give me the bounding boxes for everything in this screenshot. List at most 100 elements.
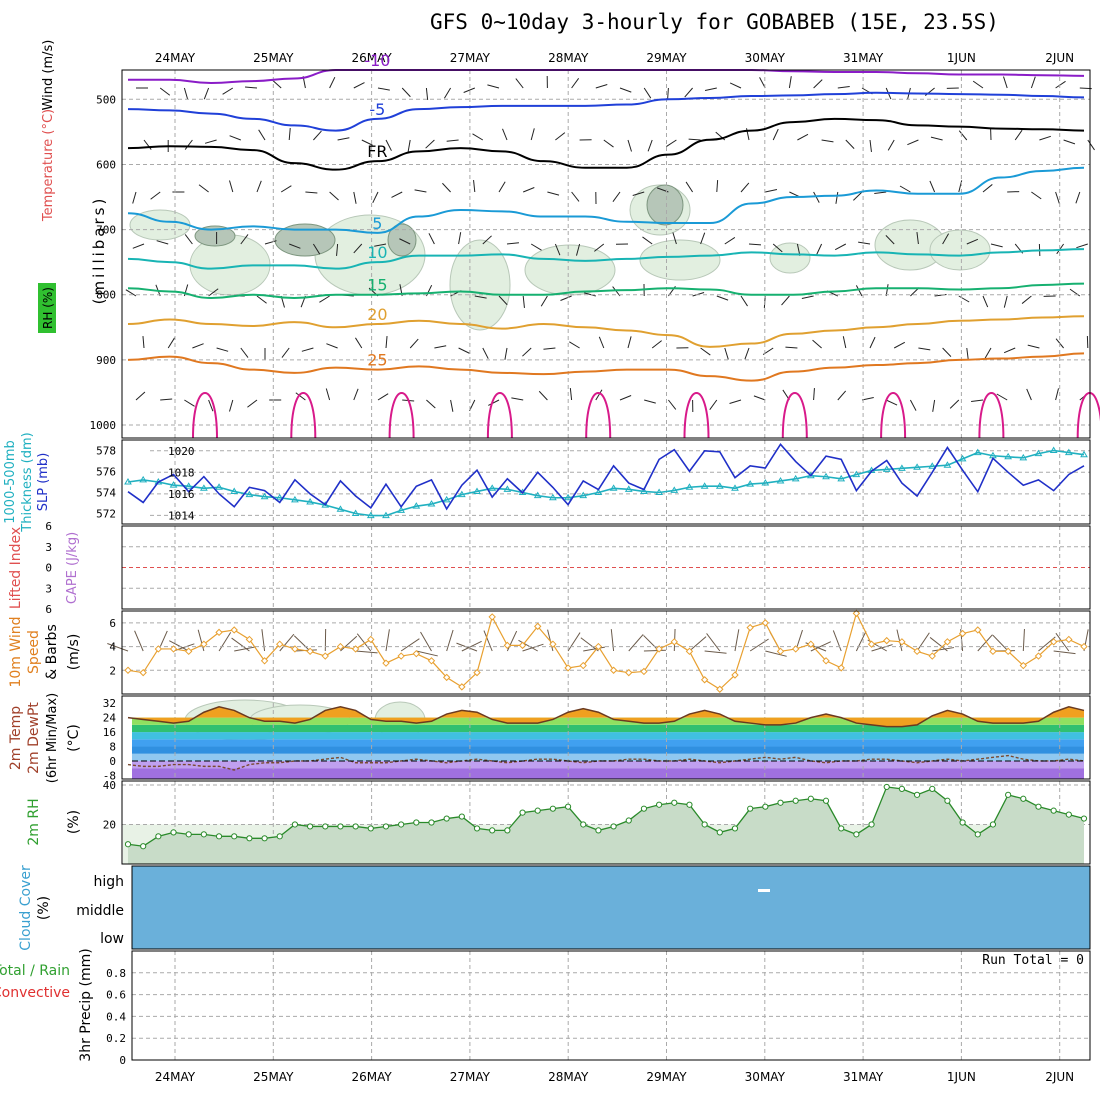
- wind-speed-point: [184, 647, 193, 656]
- panel-frame: [121, 610, 1091, 695]
- precip-tick: 0.8: [106, 967, 126, 980]
- wind-barb: [1030, 76, 1036, 89]
- temperature-color-band: [132, 717, 1084, 725]
- wind-barb: [899, 185, 911, 193]
- surface-wind-barb: [218, 632, 232, 652]
- thickness-line: [127, 449, 1085, 517]
- pressure-tick: 800: [96, 289, 116, 302]
- temperature-contour: [127, 315, 1085, 348]
- panel-axis-label: 2m Temp: [8, 706, 24, 770]
- rh-point: [731, 825, 739, 832]
- wind-barb: [385, 336, 388, 349]
- date-label-top: 31MAY: [843, 51, 884, 65]
- surface-wind-barb: [1053, 650, 1076, 655]
- wind-barb: [668, 399, 677, 410]
- temperature-color-band: [132, 739, 1084, 747]
- wind-barb: [644, 399, 656, 404]
- surface-wind-barb: [293, 635, 311, 652]
- wind-barb: [1055, 80, 1066, 89]
- wind-barb: [724, 237, 736, 245]
- date-label-top: 24MAY: [155, 51, 196, 65]
- wind-speed-point: [609, 666, 618, 674]
- rh-point: [306, 823, 314, 830]
- surface-wind-barb: [832, 630, 842, 652]
- wind-speed-point: [1065, 635, 1073, 644]
- thickness-point: [731, 484, 739, 491]
- wind-barb: [651, 340, 662, 349]
- wind-barb: [1039, 135, 1051, 141]
- wind-barb: [569, 341, 580, 349]
- wind-speed-point: [306, 647, 314, 656]
- wind-barb: [837, 86, 850, 89]
- wind-barb: [530, 243, 542, 251]
- wind-barb: [463, 87, 475, 93]
- thickness-point: [366, 511, 375, 519]
- wind-barb: [504, 347, 508, 360]
- wind-speed-point: [534, 622, 542, 631]
- wind-barb: [216, 347, 229, 352]
- thickness-point: [579, 491, 588, 499]
- wind-barb: [765, 189, 778, 193]
- panel-axis-label: 3hr Precip (mm): [78, 948, 94, 1061]
- wind-barb: [377, 87, 390, 91]
- wind-barb: [907, 139, 919, 146]
- wind-speed-point: [837, 664, 845, 672]
- panel-axis-label: Cloud Cover: [18, 865, 34, 951]
- wind-speed-point: [291, 645, 299, 653]
- slp-line: [127, 442, 1085, 511]
- cloud-gap-mark: [758, 889, 770, 892]
- rh-point: [1035, 803, 1042, 810]
- wind-barb: [982, 184, 993, 193]
- wind-barb: [132, 191, 137, 204]
- rh-point: [352, 823, 359, 830]
- thickness-point: [442, 495, 451, 503]
- thickness-point: [230, 487, 239, 494]
- wind-barb: [887, 139, 895, 151]
- wind-barb: [487, 84, 500, 89]
- wind-barb: [372, 191, 379, 204]
- wind-barb: [972, 80, 984, 89]
- wind-barb: [785, 346, 798, 349]
- rh-point: [428, 819, 435, 826]
- rh-shaded-region: [449, 239, 511, 331]
- wind-barb: [353, 191, 357, 204]
- wind-barb: [150, 191, 161, 200]
- surface-wind-barb: [522, 643, 544, 652]
- slp-tick: 1016: [168, 488, 195, 501]
- thickness-point: [1049, 446, 1058, 453]
- wind-barb: [619, 87, 632, 93]
- wind-speed-point: [913, 647, 921, 656]
- wind-barb: [240, 234, 249, 245]
- surface-wind-barb: [580, 637, 599, 652]
- surface-wind-barb: [400, 638, 420, 652]
- wind-barb: [184, 399, 195, 407]
- wind-speed-point: [473, 668, 481, 677]
- wind-barb: [930, 136, 943, 141]
- rh-point: [595, 827, 602, 834]
- wind-barb: [488, 399, 500, 406]
- wind-speed-tick: 6: [109, 617, 116, 630]
- wind-barb: [295, 392, 306, 401]
- run-total-label: Run Total = 0: [982, 953, 1084, 968]
- temperature-side-label: Temperature (°C): [41, 109, 56, 222]
- wind-speed-point: [200, 640, 208, 648]
- wind-barb: [885, 399, 898, 406]
- wind-barb: [399, 238, 411, 245]
- wind-barb: [816, 243, 823, 256]
- temperature-color-band: [132, 753, 1084, 761]
- wind-barb: [511, 397, 524, 401]
- surface-wind-barb: [197, 629, 205, 652]
- rh-point: [322, 823, 329, 830]
- surface-wind-barb: [279, 633, 295, 652]
- wind-speed-tick: 4: [109, 641, 116, 654]
- wind-speed-point: [458, 683, 466, 691]
- wind-barb: [530, 128, 535, 141]
- thickness-point: [943, 461, 952, 468]
- rh-point: [747, 805, 754, 812]
- pressure-tick: 500: [96, 93, 116, 106]
- wind-speed-point: [746, 623, 754, 632]
- thickness-point: [457, 490, 466, 498]
- wind-barb: [984, 347, 992, 359]
- wind-barb: [571, 77, 580, 89]
- wind-barb: [595, 389, 603, 401]
